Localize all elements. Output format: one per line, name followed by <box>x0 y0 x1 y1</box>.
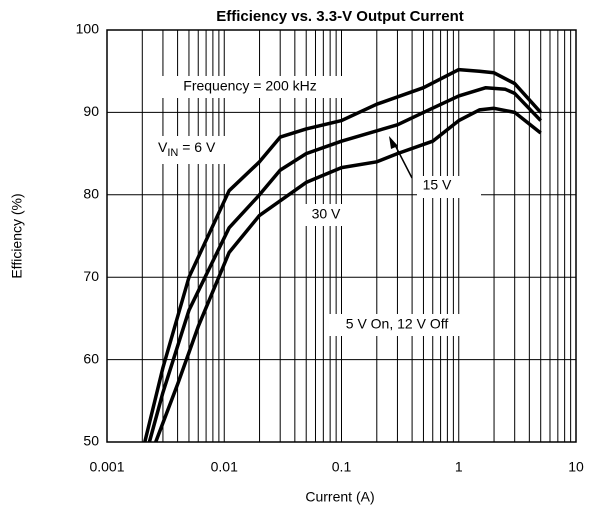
vin-symbol: V <box>158 139 168 155</box>
annotation: 15 V <box>423 177 452 193</box>
annotation-background <box>304 204 350 226</box>
plot-frame <box>106 29 577 443</box>
y-tick-label: 80 <box>83 186 99 202</box>
arrow-head <box>389 136 398 149</box>
annotation-background <box>417 176 481 198</box>
x-tick-label: 1 <box>455 459 463 475</box>
x-axis-label: Current (A) <box>305 489 374 505</box>
y-tick-label: 90 <box>83 103 99 119</box>
annotation: 30 V <box>312 206 341 222</box>
arrow-line <box>393 142 413 179</box>
data-line <box>154 106 542 443</box>
vin-text: = 6 V <box>178 139 216 155</box>
y-tick-label: 100 <box>76 21 100 37</box>
vin-subscript: IN <box>167 147 178 159</box>
y-tick-label: 70 <box>83 268 99 284</box>
annotation-background <box>325 314 471 336</box>
x-tick-label: 0.001 <box>89 459 124 475</box>
annotation: Frequency = 200 kHz <box>183 78 316 94</box>
annotation: 5 V On, 12 V Off <box>346 316 449 332</box>
data-line <box>147 85 542 443</box>
annotation-background <box>152 136 244 164</box>
data-line <box>143 67 542 443</box>
chart-title: Efficiency vs. 3.3-V Output Current <box>216 8 464 25</box>
y-axis-label: Efficiency (%) <box>9 193 25 278</box>
y-tick-label: 50 <box>83 433 99 449</box>
x-tick-label: 0.01 <box>211 459 238 475</box>
y-tick-label: 60 <box>83 350 99 366</box>
annotation-background <box>157 76 343 98</box>
vin-label: VIN = 6 V <box>158 139 216 159</box>
x-tick-label: 0.1 <box>332 459 352 475</box>
x-tick-label: 10 <box>568 459 584 475</box>
